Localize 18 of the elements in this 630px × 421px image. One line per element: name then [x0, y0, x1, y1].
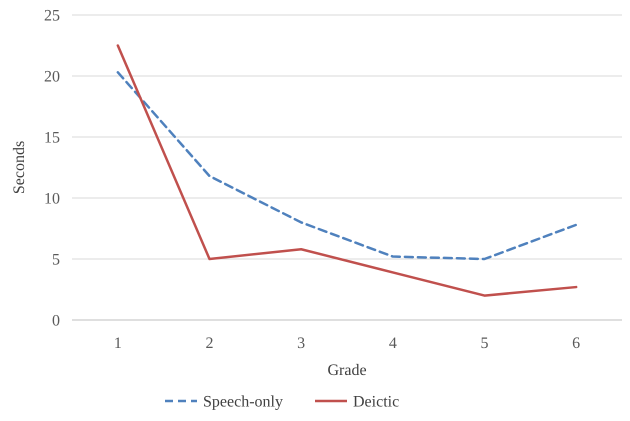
- legend-label: Speech-only: [203, 394, 283, 411]
- y-tick-label: 0: [52, 312, 60, 330]
- y-tick-label: 15: [44, 130, 60, 147]
- y-tick-label: 20: [44, 68, 60, 86]
- y-axis-title: Seconds: [11, 140, 28, 194]
- y-tick-label: 25: [44, 8, 60, 25]
- x-tick-label: 4: [388, 335, 397, 352]
- legend-label: Deictic: [353, 394, 400, 411]
- x-tick-label: 3: [297, 335, 306, 352]
- y-tick-label: 10: [44, 190, 60, 208]
- x-tick-label: 1: [114, 335, 122, 352]
- x-tick-label: 2: [206, 335, 214, 352]
- y-tick-label: 5: [52, 252, 60, 269]
- x-axis-title: Grade: [327, 362, 367, 379]
- line-series: [116, 71, 578, 260]
- x-tick-label: 5: [480, 335, 488, 352]
- x-tick-label: 6: [572, 335, 580, 352]
- line-series: [116, 44, 578, 297]
